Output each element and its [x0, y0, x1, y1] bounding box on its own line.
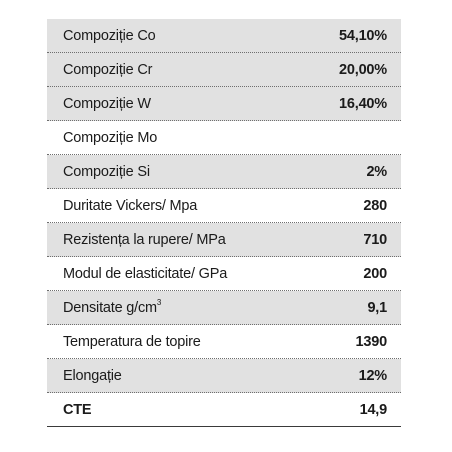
row-label: Densitate g/cm3 [63, 297, 162, 316]
table-row-mo: Compoziție Mo [47, 121, 401, 155]
row-label: Compoziție Si [63, 163, 150, 180]
row-label: Temperatura de topire [63, 333, 201, 350]
table-row-rupture: Rezistența la rupere/ MPa 710 [47, 223, 401, 257]
row-label: Compoziție Mo [63, 129, 158, 146]
row-value: 710 [363, 231, 387, 248]
row-label: Modul de elasticitate/ GPa [63, 265, 228, 282]
table-row-density: Densitate g/cm3 9,1 [47, 291, 401, 325]
row-value: 20,00% [339, 61, 387, 78]
row-value: 9,1 [367, 299, 387, 316]
row-value: 200 [363, 265, 387, 282]
table-row-elongation: Elongație 12% [47, 359, 401, 393]
row-label: Compoziție W [63, 95, 151, 112]
row-label: Elongație [63, 367, 122, 384]
row-value: 16,40% [339, 95, 387, 112]
row-label: Rezistența la rupere/ MPa [63, 231, 226, 248]
properties-table: Compoziție Co 54,10% Compoziție Cr 20,00… [47, 19, 401, 427]
row-value: 12% [358, 367, 388, 384]
row-value: 280 [363, 197, 387, 214]
table-row-si: Compoziție Si 2% [47, 155, 401, 189]
density-superscript: 3 [156, 297, 162, 307]
table-row-elasticity: Modul de elasticitate/ GPa 200 [47, 257, 401, 291]
table-row-cr: Compoziție Cr 20,00% [47, 53, 401, 87]
row-label: Compoziție Co [63, 27, 156, 44]
table-row-vickers: Duritate Vickers/ Mpa 280 [47, 189, 401, 223]
table-row-w: Compoziție W 16,40% [47, 87, 401, 121]
row-label: Duritate Vickers/ Mpa [63, 197, 198, 214]
row-value: 2% [366, 163, 387, 180]
row-value: 1390 [355, 333, 388, 350]
density-label-text: Densitate g/cm [63, 299, 157, 316]
row-label: Compoziție Cr [63, 61, 153, 78]
row-label: CTE [63, 401, 92, 418]
table-row-melting: Temperatura de topire 1390 [47, 325, 401, 359]
table-row-co: Compoziție Co 54,10% [47, 19, 401, 53]
row-value: 14,9 [359, 401, 388, 418]
row-value: 54,10% [339, 27, 387, 44]
table-row-cte: CTE 14,9 [47, 393, 401, 427]
